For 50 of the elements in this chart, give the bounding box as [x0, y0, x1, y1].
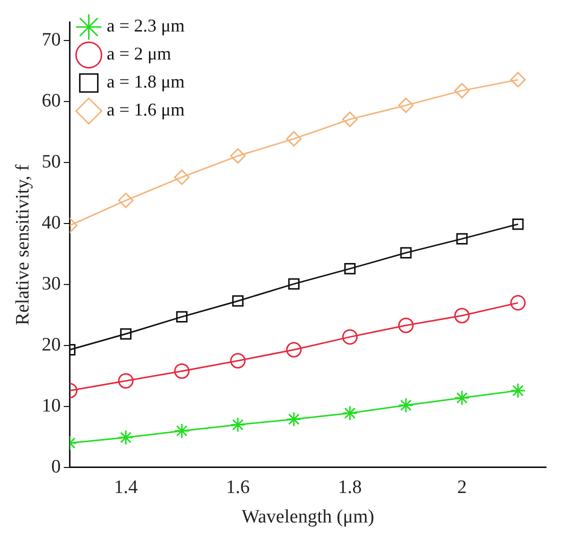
point [230, 148, 246, 164]
point [118, 430, 134, 446]
point [174, 423, 190, 439]
point [454, 390, 470, 406]
x-axis-title: Wavelength (μm) [242, 506, 374, 528]
point [512, 218, 524, 230]
y-tick-label: 40 [42, 212, 61, 234]
point [398, 397, 414, 413]
y-tick-label: 10 [42, 395, 61, 416]
y-axis-title: Relative sensitivity, f [12, 164, 34, 326]
point [342, 112, 358, 128]
y-tick-label: 50 [42, 152, 61, 173]
y-tick-label: 70 [42, 30, 61, 51]
x-tick-label: 1.8 [338, 476, 362, 498]
point [400, 247, 412, 259]
point [118, 373, 134, 389]
point [342, 405, 358, 421]
legend-label: a = 2.3 μm [106, 16, 185, 36]
legend-label: a = 1.8 μm [106, 72, 185, 92]
point [510, 382, 526, 398]
y-tick-label: 20 [42, 334, 61, 356]
point [286, 131, 302, 147]
point [342, 329, 358, 345]
y-tick-label: 60 [42, 90, 61, 112]
legend-label: a = 2 μm [106, 44, 172, 64]
point [176, 311, 188, 323]
point [454, 82, 470, 98]
point [120, 328, 132, 340]
legend-label: a = 1.6 μm [106, 100, 185, 120]
point [286, 411, 302, 427]
point [398, 98, 414, 114]
point [232, 295, 244, 307]
x-tick-label: 2 [457, 476, 467, 498]
point [118, 192, 134, 208]
point [510, 72, 526, 88]
x-tick-label: 1.4 [114, 476, 138, 498]
point [288, 278, 300, 290]
point [174, 169, 190, 185]
point [398, 318, 414, 334]
y-tick-label: 30 [42, 274, 61, 295]
point [510, 295, 526, 311]
point [286, 342, 302, 358]
point [230, 416, 246, 432]
point [230, 352, 246, 368]
point [456, 233, 468, 245]
point [344, 262, 356, 274]
y-tick-label: 0 [51, 456, 61, 478]
point [454, 308, 470, 324]
x-tick-label: 1.6 [226, 476, 250, 498]
point [174, 363, 190, 379]
